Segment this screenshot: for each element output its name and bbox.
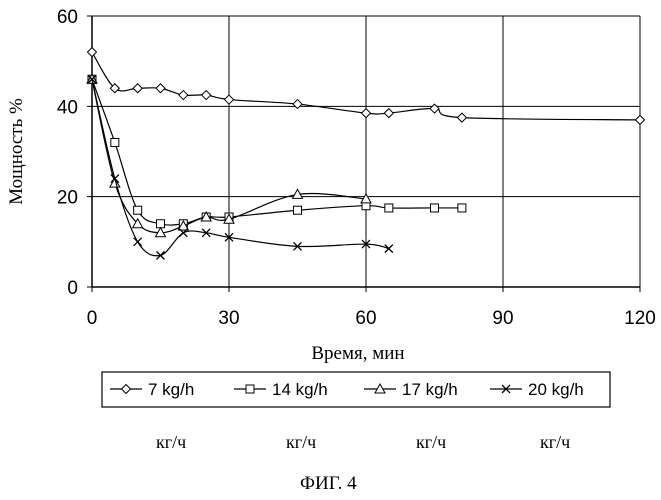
x-tick-label: 0: [87, 308, 98, 329]
legend-label: 17 kg/h: [402, 380, 458, 399]
data-point: [225, 95, 234, 104]
data-point: [134, 206, 142, 214]
data-point: [134, 238, 142, 246]
legend-label: 20 kg/h: [528, 380, 584, 399]
data-point: [431, 204, 439, 212]
data-point: [157, 220, 165, 228]
data-point: [457, 113, 466, 122]
data-point: [294, 206, 302, 214]
data-point: [384, 109, 393, 118]
data-point: [88, 48, 97, 57]
y-tick-label: 0: [67, 278, 78, 299]
unit-label: кг/ч: [540, 432, 570, 453]
unit-label: кг/ч: [416, 432, 446, 453]
data-point: [385, 204, 393, 212]
series-line: [92, 79, 389, 256]
x-tick-label: 90: [492, 308, 513, 329]
grid-lines: [92, 16, 640, 287]
y-tick-label: 60: [57, 7, 78, 28]
x-tick-label: 60: [355, 308, 376, 329]
data-point: [111, 138, 119, 146]
data-point: [362, 109, 371, 118]
series-x: [88, 75, 393, 259]
data-point: [385, 245, 393, 253]
unit-label: кг/ч: [156, 432, 186, 453]
data-point: [246, 385, 254, 393]
data-point: [636, 115, 645, 124]
y-axis-label: Мощность %: [6, 98, 27, 205]
data-point: [430, 104, 439, 113]
legend: 7 kg/h 14 kg/h 17 kg/h 20 kg/h: [102, 372, 610, 407]
figure-caption: ФИГ. 4: [300, 473, 357, 495]
series-square: [88, 75, 466, 228]
legend-label: 7 kg/h: [148, 380, 194, 399]
tick-labels: 0 30 60 90 120 0 20 40 60: [57, 7, 656, 329]
data-point: [458, 204, 466, 212]
data-point: [202, 91, 211, 100]
y-tick-label: 20: [57, 188, 78, 209]
y-tick-label: 40: [57, 97, 78, 118]
x-tick-label: 30: [218, 308, 239, 329]
legend-label: 14 kg/h: [272, 380, 328, 399]
x-axis-label: Время, мин: [311, 343, 404, 364]
series-line: [92, 79, 462, 225]
x-tick-label: 120: [624, 308, 656, 329]
unit-label: кг/ч: [286, 432, 316, 453]
data-point: [156, 84, 165, 93]
data-point: [133, 84, 142, 93]
data-point: [179, 91, 188, 100]
data-point: [293, 100, 302, 109]
